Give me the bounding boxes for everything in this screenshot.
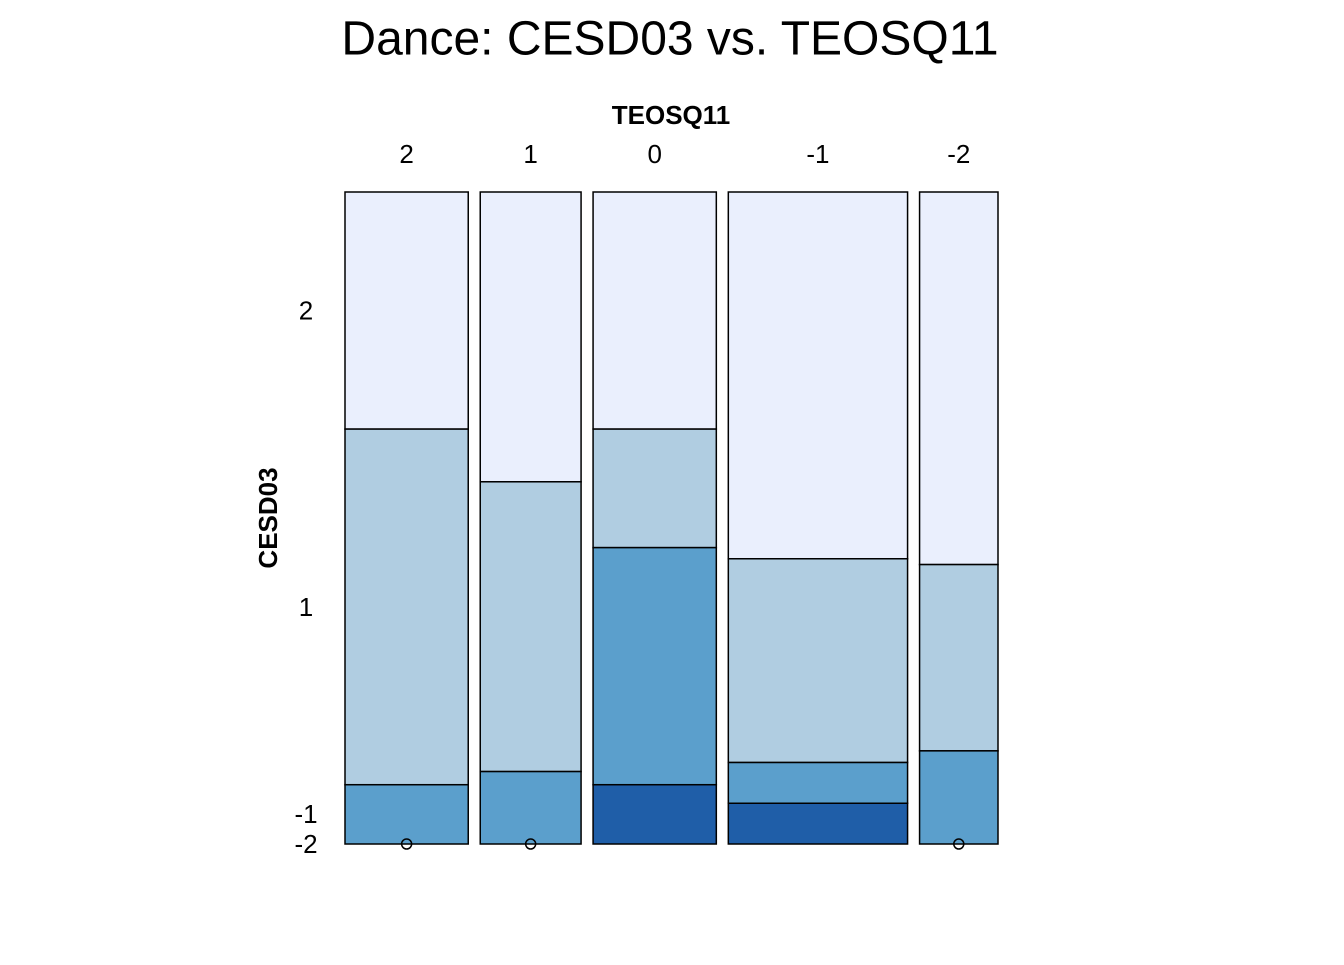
mosaic-cell [918,191,999,566]
x-tick-label: -2 [947,139,970,169]
mosaic-cell [479,481,582,773]
mosaic-cell [592,191,718,430]
empty-cell-marker [524,838,537,850]
x-tick-label: 2 [399,139,413,169]
mosaic-cell [918,563,999,752]
empty-cell-marker [400,838,413,850]
mosaic-cell [479,770,582,845]
mosaic-cell [479,191,582,483]
x-axis-label: TEOSQ11 [612,100,731,130]
x-tick-label: 1 [523,139,537,169]
mosaic-cell [918,750,999,845]
mosaic-cell [344,428,469,786]
mosaic-cell [344,783,469,845]
y-axis-label: CESD03 [253,467,283,568]
y-tick-label: 1 [299,592,313,622]
y-tick-label: -1 [294,799,317,829]
mosaic-cell [727,191,909,560]
x-tick-label: -1 [806,139,829,169]
mosaic-cell [344,191,469,430]
mosaic-cell [727,558,909,764]
y-tick-label: -2 [294,829,317,859]
chart-title: Dance: CESD03 vs. TEOSQ11 [341,13,998,66]
mosaic-cell [592,546,718,786]
x-tick-label: 0 [647,139,661,169]
mosaic-cell [592,783,718,845]
mosaic-cell [727,802,909,845]
y-tick-label: 2 [299,295,313,325]
empty-cell-marker [953,838,965,850]
mosaic-cell [592,428,718,549]
mosaic-cell [727,761,909,804]
